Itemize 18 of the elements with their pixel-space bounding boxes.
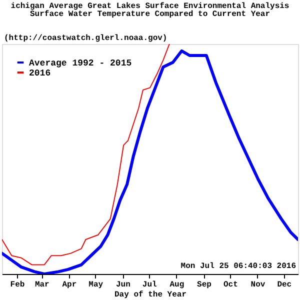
x-axis-title: Day of the Year [114,290,187,300]
legend-label: Average 1992 - 2015 [29,58,132,68]
annotation: Mon Jul 25 06:40:03 2016 [180,262,296,271]
x-tick-label: Jul [142,280,158,290]
chart-subtitle: Surface Water Temperature Compared to Current Year [30,10,270,19]
text: (http://coastwatch.glerl.noaa.gov) [4,34,168,43]
x-tick-label: Dec [277,280,292,290]
legend-label: 2016 [29,68,51,78]
chart-title: ichigan Average Great Lakes Surface Environmental Analysis [10,2,290,11]
x-tick-label: Aug [170,280,184,290]
x-tick-label: Mar [34,280,50,290]
x-tick-label: Feb [10,280,25,290]
x-tick-label: Jun [116,280,131,290]
x-tick-label: Sep [197,280,212,290]
x-tick-label: May [88,280,104,290]
x-tick-label: Apr [62,280,77,290]
x-tick-label: Nov [250,280,266,290]
x-tick-label: Oct [223,280,238,290]
